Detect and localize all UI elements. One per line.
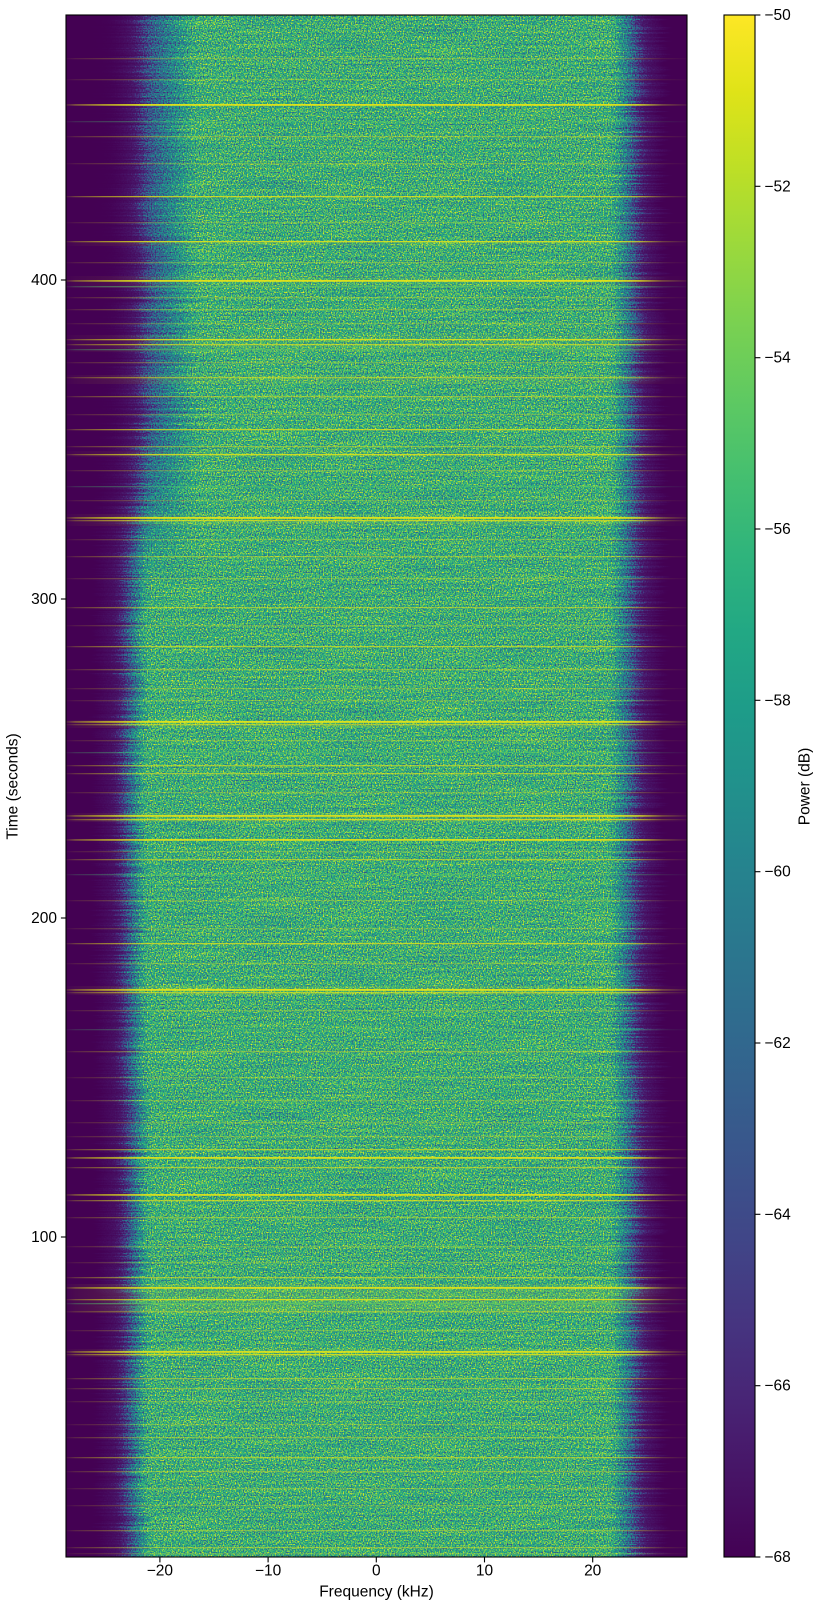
svg-text:−66: −66 xyxy=(764,1378,790,1395)
svg-text:−60: −60 xyxy=(764,864,791,881)
svg-text:0: 0 xyxy=(372,1563,381,1580)
svg-text:400: 400 xyxy=(31,272,57,289)
svg-text:−62: −62 xyxy=(764,1035,790,1052)
svg-text:300: 300 xyxy=(31,591,57,608)
svg-text:−20: −20 xyxy=(147,1563,174,1580)
svg-text:−58: −58 xyxy=(764,692,790,709)
svg-text:Power (dB): Power (dB) xyxy=(797,748,814,826)
svg-text:−56: −56 xyxy=(764,521,790,538)
svg-text:100: 100 xyxy=(31,1229,57,1246)
svg-text:−54: −54 xyxy=(764,350,791,367)
svg-text:200: 200 xyxy=(31,910,57,927)
svg-text:10: 10 xyxy=(476,1563,494,1580)
svg-text:−52: −52 xyxy=(764,178,790,195)
svg-text:20: 20 xyxy=(584,1563,602,1580)
svg-text:−10: −10 xyxy=(255,1563,282,1580)
svg-text:Time (seconds): Time (seconds) xyxy=(5,733,22,839)
svg-text:−50: −50 xyxy=(764,7,791,24)
svg-text:−64: −64 xyxy=(764,1206,791,1223)
svg-text:Frequency (kHz): Frequency (kHz) xyxy=(319,1584,434,1601)
svg-text:−68: −68 xyxy=(764,1549,790,1566)
